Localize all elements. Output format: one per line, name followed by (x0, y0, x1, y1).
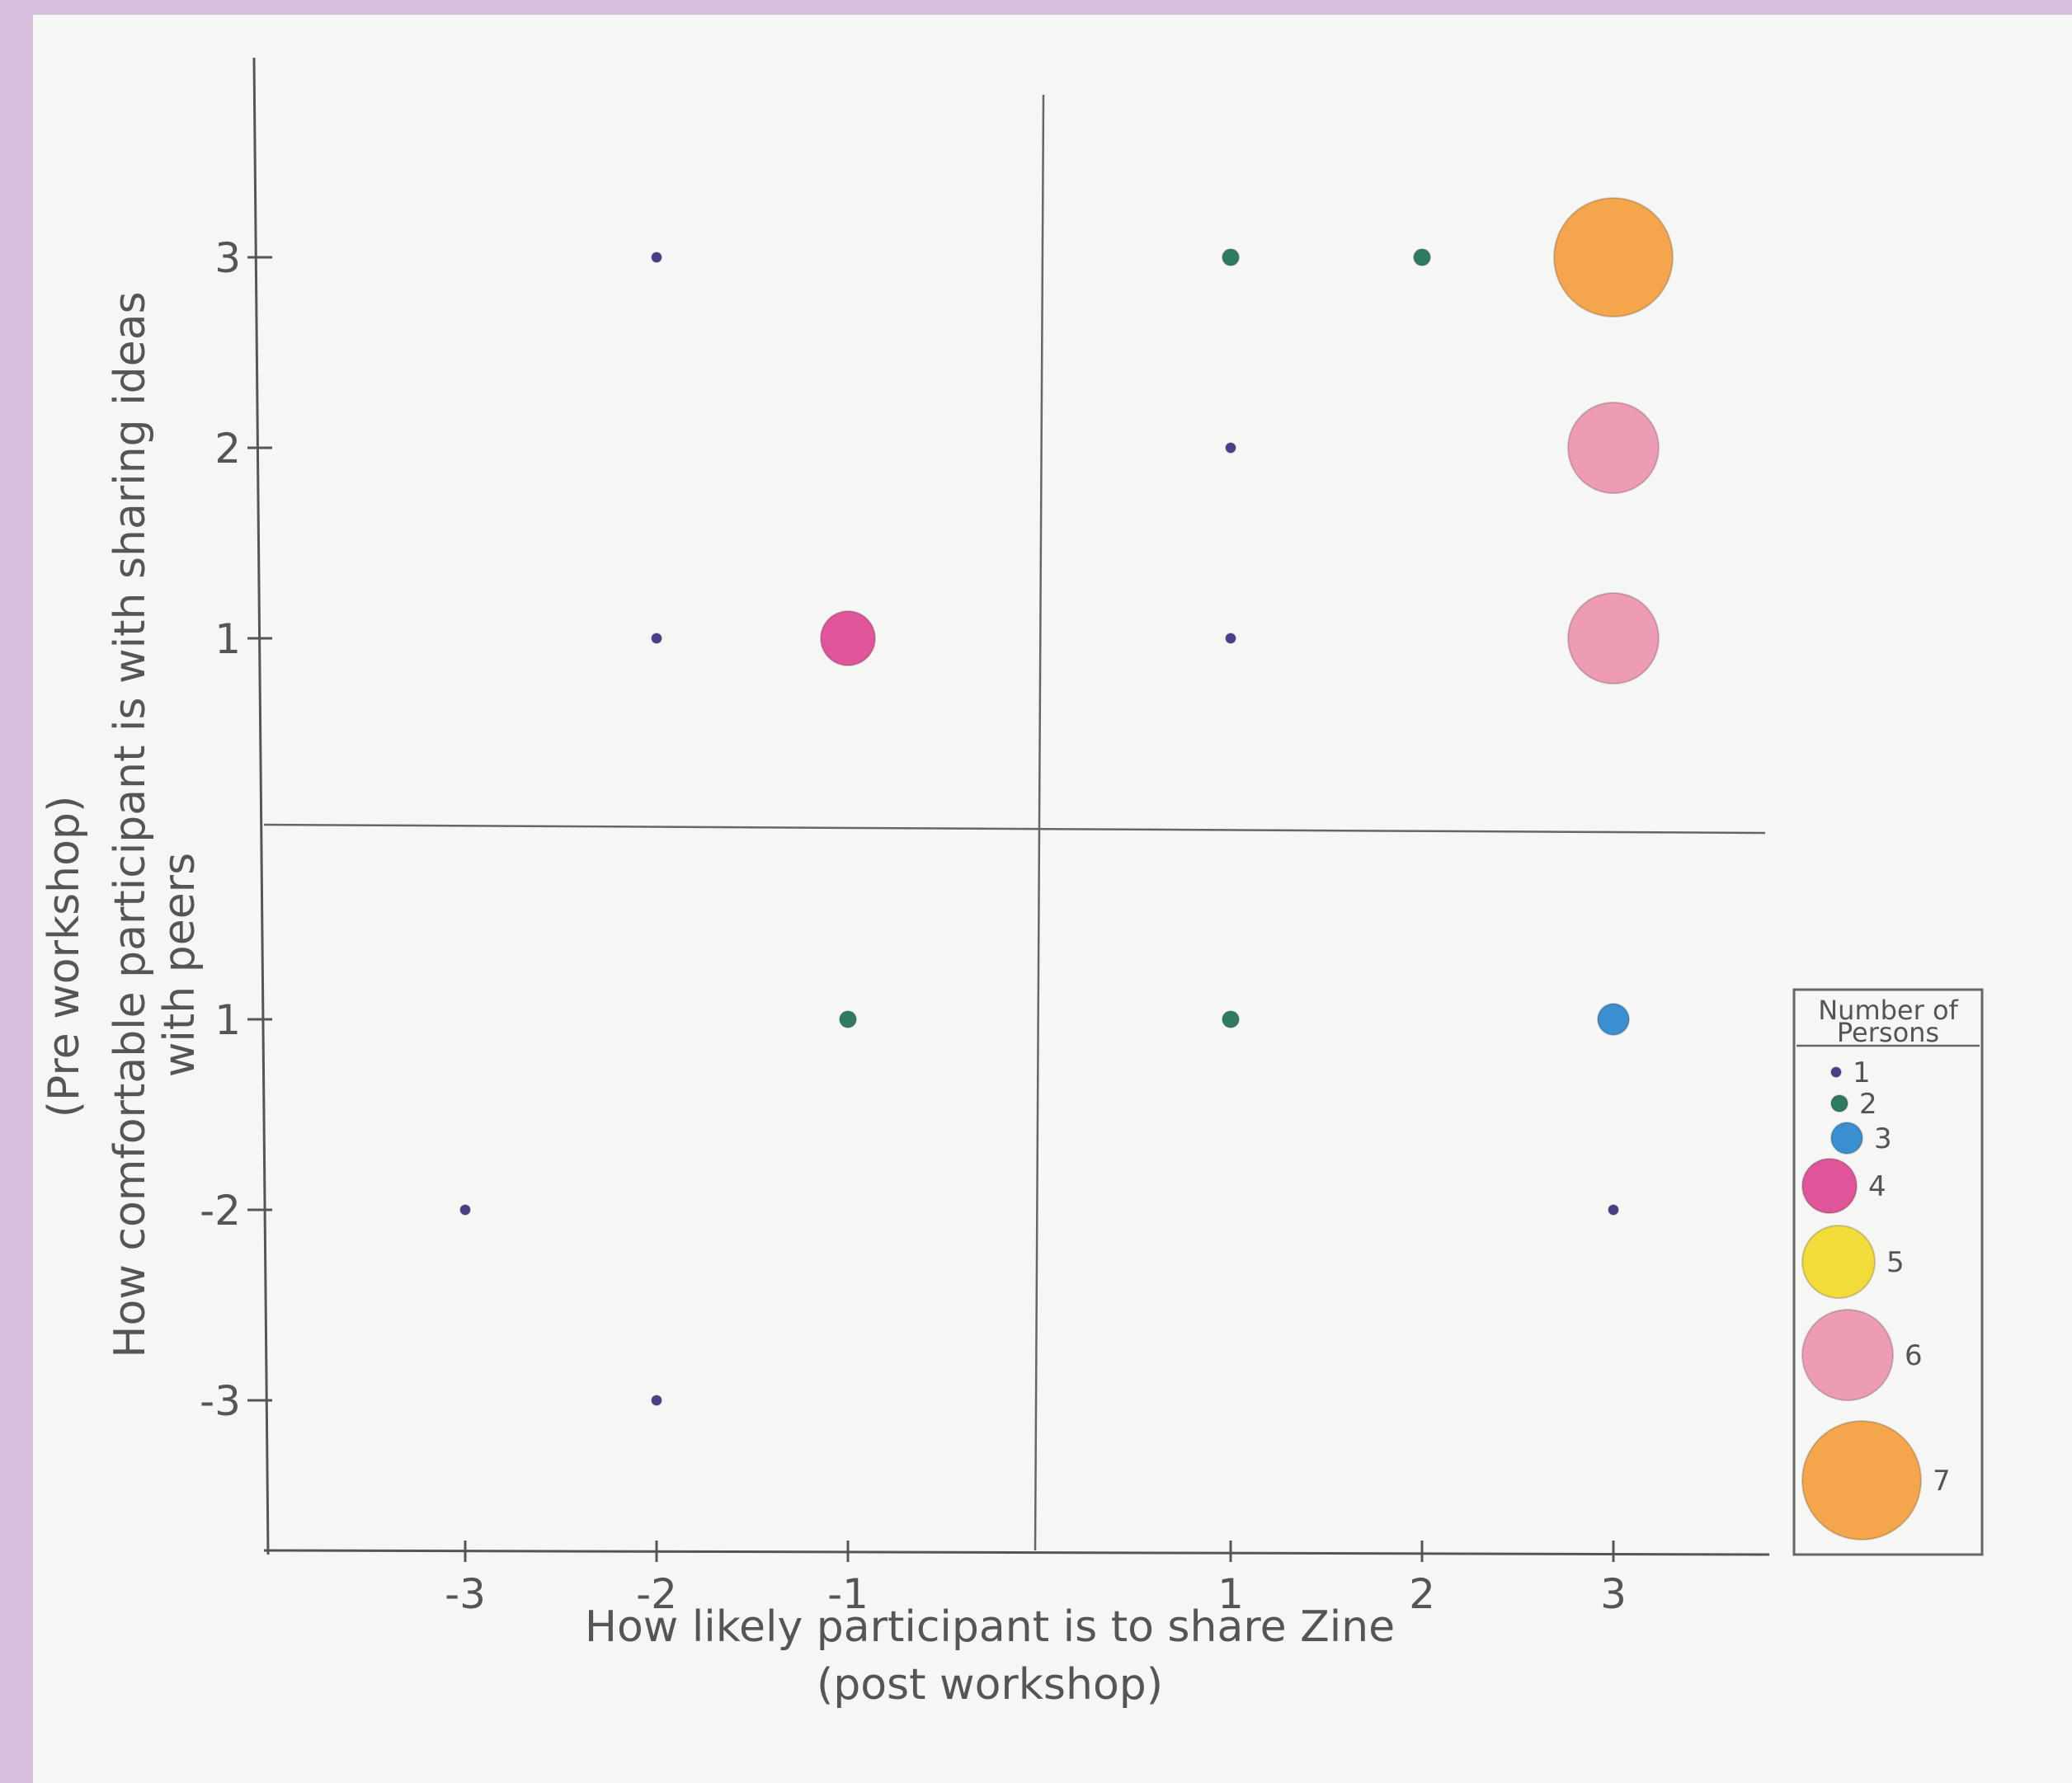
legend-swatch (1801, 1225, 1876, 1299)
x-tick-label: 2 (1409, 1570, 1435, 1618)
vertical-zero-line (1034, 94, 1045, 1551)
legend-label: 5 (1886, 1246, 1905, 1279)
legend-label: 7 (1933, 1465, 1951, 1498)
data-point (651, 633, 662, 644)
x-axis-subtitle: (post workshop) (817, 1660, 1163, 1710)
y-tick-label: -3 (200, 1377, 241, 1425)
y-axis-subtitle: with peers (155, 853, 205, 1077)
legend-title-line2: Persons (1837, 1017, 1939, 1048)
x-tick-label: -3 (445, 1570, 486, 1618)
data-point (459, 1204, 471, 1216)
legend-label: 2 (1859, 1088, 1877, 1121)
data-point (651, 1395, 662, 1406)
data-point (1597, 1003, 1630, 1036)
legend-label: 1 (1853, 1056, 1871, 1089)
y-tick-label: 1 (214, 996, 241, 1044)
x-axis-title: How likely participant is to share Zine (585, 1602, 1395, 1652)
data-point (1553, 197, 1674, 318)
data-point (1608, 1204, 1619, 1216)
y-tick-label: -2 (200, 1187, 241, 1235)
y-tick-label: 3 (214, 234, 241, 282)
y-tick-label: 1 (214, 615, 241, 663)
legend-items: 123 4 5 6 7 (1801, 1056, 1951, 1541)
horizontal-zero-line (263, 823, 1766, 835)
x-axis-line (263, 1549, 1770, 1556)
legend-swatch (1830, 1066, 1842, 1078)
legend-swatch (1801, 1158, 1858, 1214)
legend-swatch (1830, 1122, 1863, 1155)
data-point (1413, 248, 1431, 266)
data-point (1567, 592, 1660, 685)
data-point (1225, 633, 1236, 644)
data-point (820, 610, 876, 666)
x-tick-label: -2 (636, 1570, 677, 1618)
legend-swatch (1830, 1094, 1848, 1113)
x-tick-label: 3 (1600, 1570, 1627, 1618)
data-points (459, 197, 1674, 1406)
axis-ticks: -3 -2 -1 1 2 3 3 2 1 1 -2 -3 (200, 234, 1627, 1618)
y-axis-line (252, 57, 270, 1555)
y-tick-label: 2 (214, 425, 241, 473)
legend-box (1792, 988, 1984, 1556)
y-axis-note: (Pre workshop) (40, 796, 89, 1117)
legend-label: 3 (1874, 1122, 1892, 1155)
legend-label: 6 (1905, 1339, 1923, 1372)
legend-swatch (1801, 1420, 1922, 1541)
data-point (1567, 402, 1660, 494)
data-point (651, 252, 662, 263)
data-point (839, 1010, 857, 1028)
y-axis-title: How comfortable participant is with shar… (106, 291, 155, 1357)
x-tick-label: 1 (1217, 1570, 1244, 1618)
legend-label: 4 (1868, 1170, 1886, 1203)
data-point (1222, 248, 1240, 266)
legend-title-line1: Number of (1818, 995, 1958, 1026)
paper-sheet (33, 15, 2072, 1783)
data-point (1222, 1010, 1240, 1028)
legend-swatch (1801, 1309, 1894, 1401)
data-point (1225, 442, 1236, 454)
x-tick-label: -1 (827, 1570, 869, 1618)
legend: Number of Persons 123 4 5 6 7 (1792, 988, 1984, 1556)
